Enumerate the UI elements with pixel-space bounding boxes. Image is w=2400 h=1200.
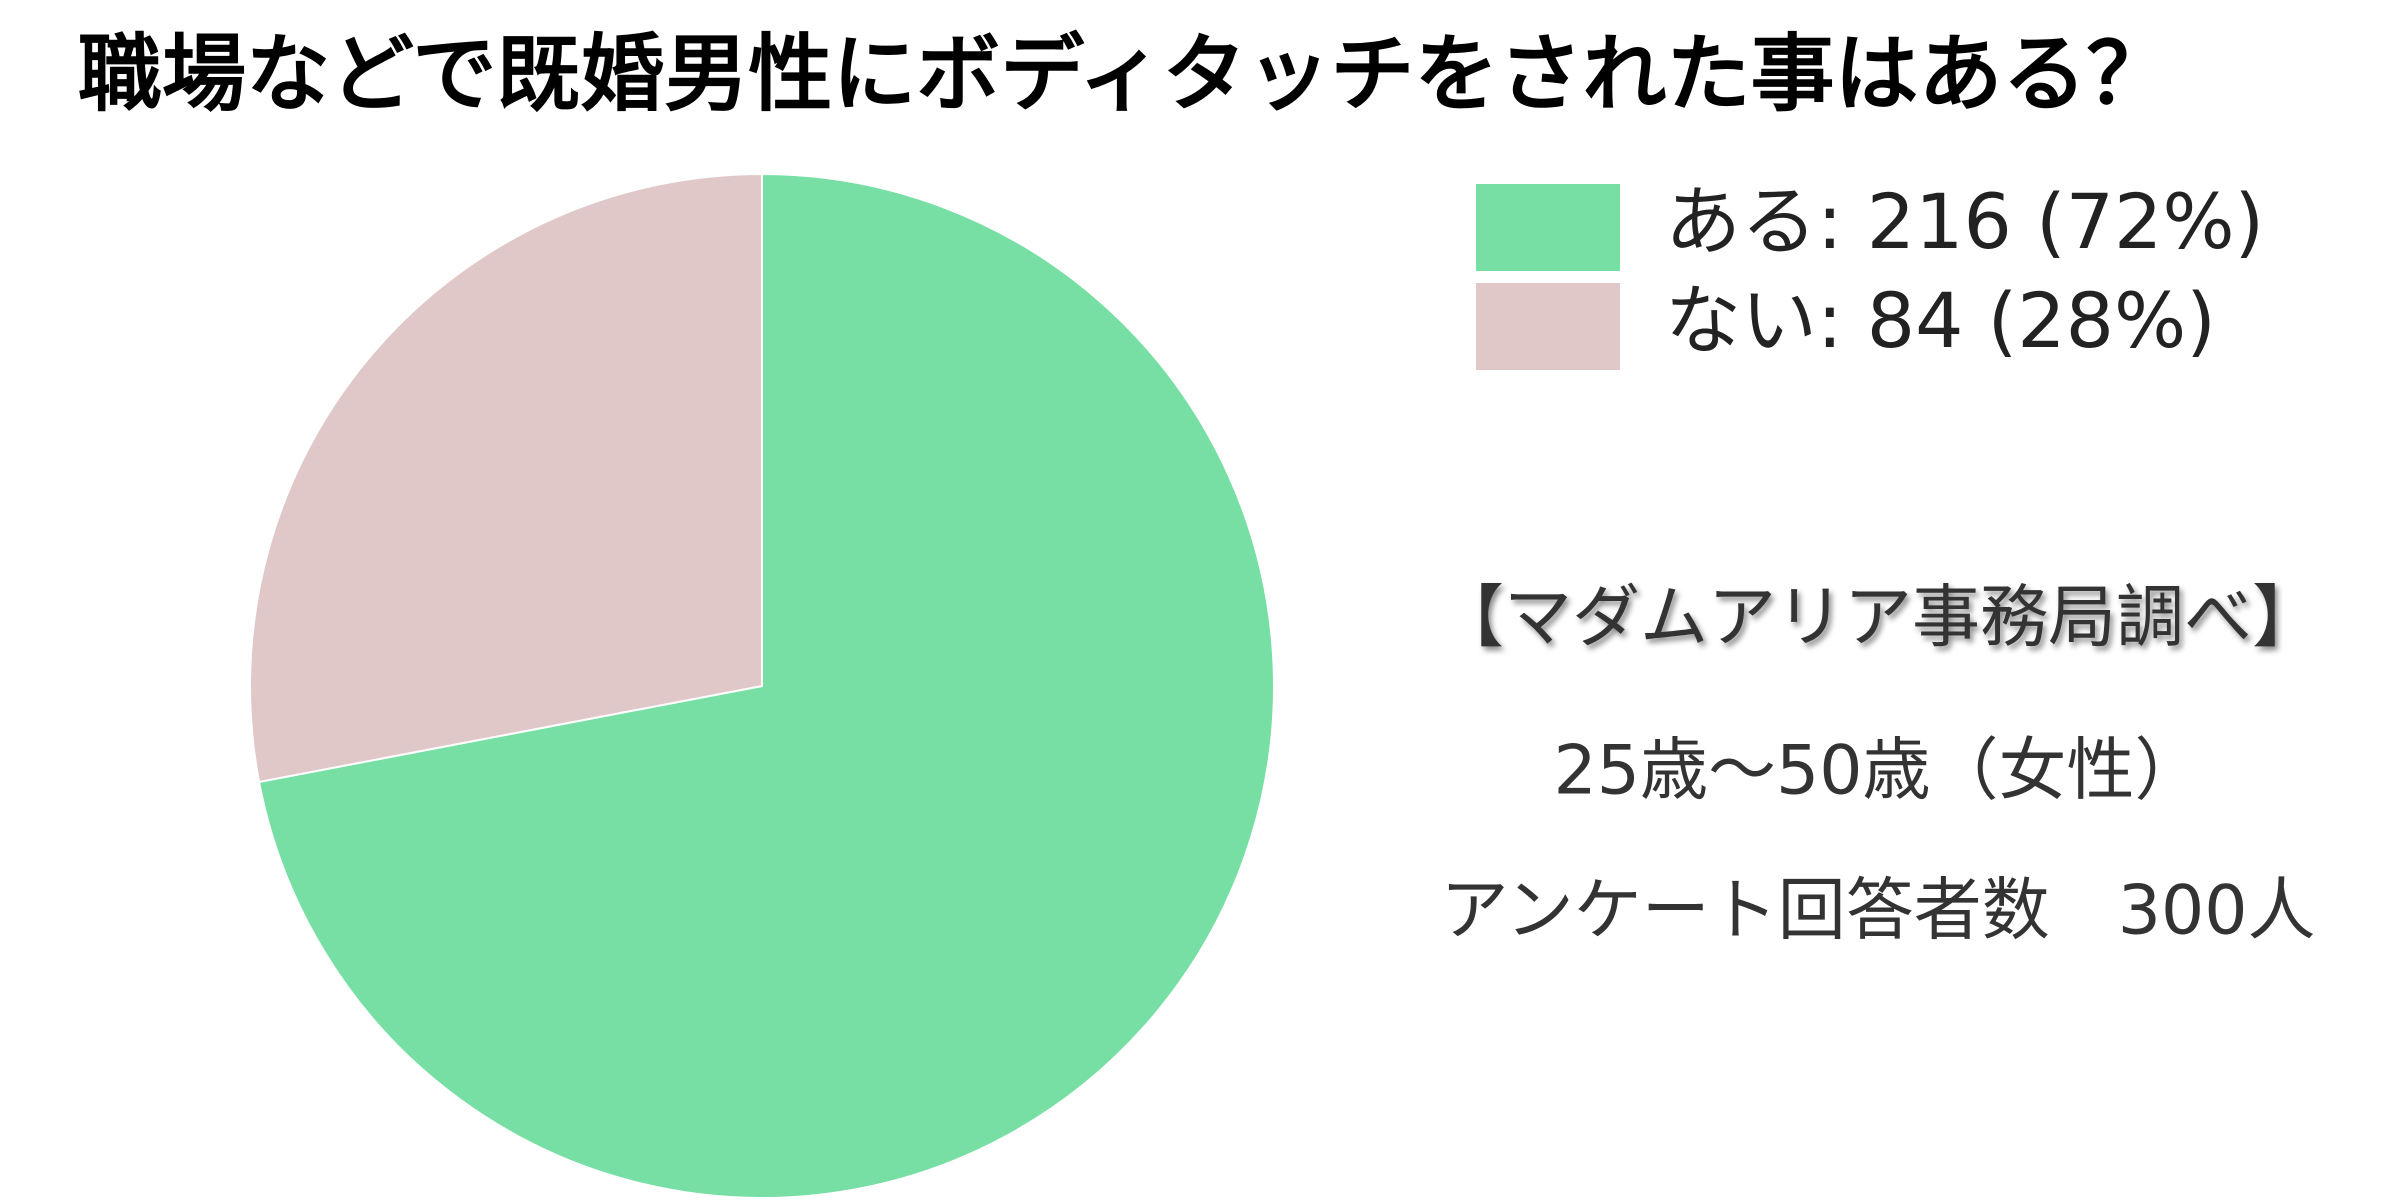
legend-label: ある: 216 (72%) — [1665, 177, 2264, 266]
legend-swatch — [1476, 283, 1620, 370]
annotation: 【マダムアリア事務局調べ】 — [1436, 579, 2320, 658]
annotation: アンケート回答者数 300人 — [1440, 872, 2315, 951]
chart-title: 職場などで既婚男性にボディタッチをされた事はある？ — [78, 25, 2170, 123]
annotation: 25歳～50歳（女性） — [1553, 732, 2202, 811]
legend-swatch — [1476, 184, 1620, 271]
pie-slice — [249, 172, 763, 784]
pie-slice — [257, 172, 1275, 1199]
legend-label: ない: 84 (28%) — [1665, 276, 2216, 365]
